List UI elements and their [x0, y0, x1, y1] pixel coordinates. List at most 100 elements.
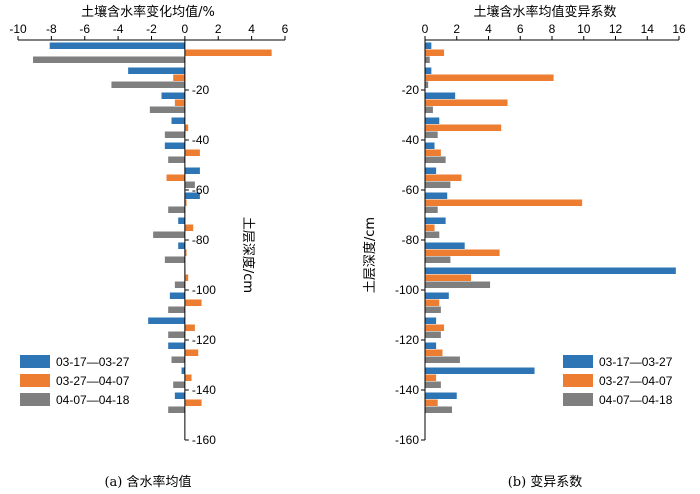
x-tick-label-a-7: 4	[248, 22, 255, 36]
bar-a-s1-15	[174, 392, 185, 399]
legend-label-a-1: 03-17—03-27	[56, 355, 130, 369]
bar-b-s3-7	[425, 206, 438, 213]
bar-b-s3-12	[425, 331, 441, 338]
bar-a-s1-6	[184, 167, 200, 174]
bar-b-s3-6	[425, 181, 451, 188]
bar-a-s2-7	[184, 199, 187, 206]
y-tick-label-b-3: -80	[402, 233, 420, 247]
y-tick-label-b-7: -160	[395, 433, 419, 447]
bar-b-s2-9	[425, 249, 500, 256]
bar-b-s3-2	[425, 81, 429, 88]
y-tick-label-b-4: -100	[395, 283, 419, 297]
x-tick-label-a-3: -4	[113, 22, 124, 36]
bar-a-s2-15	[184, 399, 202, 406]
y-tick-label-a-5: -120	[192, 333, 216, 347]
bar-b-s1-10	[425, 267, 676, 274]
bar-a-s3-15	[168, 406, 185, 413]
bar-b-s3-9	[425, 256, 451, 263]
bar-b-s1-3	[425, 92, 456, 99]
legend-label-a-3: 04-07—04-18	[56, 393, 130, 407]
bar-b-s2-7	[425, 199, 583, 206]
bar-a-s1-1	[49, 42, 185, 49]
chart-a-title: 土壤含水率变化均值/%	[81, 4, 215, 20]
bar-b-s3-1	[425, 56, 430, 63]
bar-a-s1-3	[161, 92, 185, 99]
y-tick-label-b-0: -20	[402, 83, 420, 97]
bar-a-s2-6	[166, 174, 185, 181]
bar-b-s3-14	[425, 381, 441, 388]
bar-b-s3-11	[425, 306, 441, 313]
bar-a-s2-14	[184, 374, 192, 381]
bar-a-s1-8	[178, 217, 185, 224]
bar-b-s2-2	[425, 74, 554, 81]
y-tick-label-b-6: -140	[395, 383, 419, 397]
x-tick-label-a-1: -8	[46, 22, 57, 36]
legend-swatch-b-3	[563, 393, 593, 406]
x-tick-label-b-8: 16	[672, 22, 686, 36]
bar-b-s1-14	[425, 367, 535, 374]
bar-a-s2-2	[173, 74, 185, 81]
y-tick-label-a-4: -100	[192, 283, 216, 297]
bar-b-s2-10	[425, 274, 472, 281]
bar-b-s2-14	[425, 374, 437, 381]
bar-a-s1-4	[171, 117, 185, 124]
chart-a-legend: 03-17—03-27 03-27—04-07 04-07—04-18	[20, 355, 130, 407]
x-tick-label-b-0: 0	[422, 22, 429, 36]
legend-label-b-2: 03-27—04-07	[599, 374, 673, 388]
bar-a-s3-10	[174, 281, 185, 288]
legend-swatch-a-2	[20, 374, 50, 387]
y-tick-label-b-5: -120	[395, 333, 419, 347]
bar-b-s1-13	[425, 342, 437, 349]
bar-b-s3-8	[425, 231, 440, 238]
x-tick-label-b-4: 8	[549, 22, 556, 36]
bar-a-s2-10	[184, 274, 189, 281]
bar-b-s1-5	[425, 142, 435, 149]
bar-b-s1-15	[425, 392, 457, 399]
x-tick-label-a-2: -6	[79, 22, 90, 36]
bar-b-s2-12	[425, 324, 445, 331]
bar-a-s2-4	[184, 124, 189, 131]
chart-b-legend: 03-17—03-27 03-27—04-07 04-07—04-18	[563, 355, 673, 407]
bar-b-s2-13	[425, 349, 443, 356]
bar-a-s3-8	[153, 231, 185, 238]
bar-b-s2-5	[425, 149, 441, 156]
bar-a-s2-13	[184, 349, 199, 356]
bar-b-s1-9	[425, 242, 465, 249]
x-tick-label-b-5: 10	[577, 22, 591, 36]
bar-a-s1-5	[164, 142, 185, 149]
bar-a-s1-2	[128, 67, 185, 74]
bar-a-s2-1	[184, 49, 272, 56]
x-tick-label-b-3: 6	[517, 22, 524, 36]
bar-b-s1-6	[425, 167, 437, 174]
bar-a-s3-9	[164, 256, 185, 263]
bar-b-s2-8	[425, 224, 435, 231]
legend-swatch-b-2	[563, 374, 593, 387]
bar-b-s2-11	[425, 299, 440, 306]
bar-b-s2-1	[425, 49, 445, 56]
bar-a-s2-9	[184, 249, 187, 256]
bar-a-s2-11	[184, 299, 202, 306]
y-tick-label-a-7: -160	[192, 433, 216, 447]
bar-a-s2-8	[184, 224, 194, 231]
bar-b-s1-4	[425, 117, 440, 124]
bar-a-s1-14	[181, 367, 185, 374]
y-tick-label-a-1: -40	[192, 133, 210, 147]
bar-a-s3-12	[168, 331, 185, 338]
bar-a-s3-11	[168, 306, 185, 313]
bar-a-s1-11	[169, 292, 185, 299]
bar-a-s3-7	[168, 206, 185, 213]
bar-b-s3-10	[425, 281, 491, 288]
bar-a-s3-13	[171, 356, 185, 363]
x-tick-label-b-6: 12	[609, 22, 623, 36]
x-tick-label-b-7: 14	[641, 22, 655, 36]
bar-a-s3-5	[168, 156, 185, 163]
bar-b-s1-2	[425, 67, 432, 74]
bar-b-s3-13	[425, 356, 460, 363]
legend-label-b-3: 04-07—04-18	[599, 393, 673, 407]
legend-swatch-b-1	[563, 355, 593, 368]
y-tick-label-a-2: -60	[192, 183, 210, 197]
bar-a-s3-6	[184, 181, 195, 188]
bar-b-s2-4	[425, 124, 502, 131]
bar-b-s1-1	[425, 42, 432, 49]
bar-a-s3-3	[149, 106, 185, 113]
